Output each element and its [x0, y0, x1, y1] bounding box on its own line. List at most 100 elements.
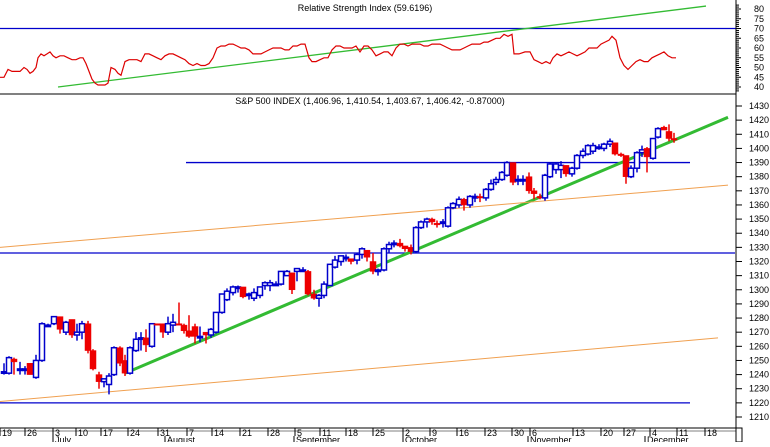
- date-tick-label: 5: [297, 428, 302, 438]
- candle: [530, 187, 538, 200]
- candle: [660, 125, 668, 131]
- candle: [665, 124, 673, 142]
- candle: [180, 323, 188, 334]
- candle: [466, 195, 474, 208]
- candle: [670, 132, 678, 143]
- candle: [611, 142, 619, 156]
- candle: [331, 255, 339, 269]
- candle: [444, 206, 452, 228]
- date-tick-label: 10: [78, 428, 88, 438]
- date-tick-label: 30: [514, 428, 524, 438]
- candle: [428, 217, 436, 225]
- candle: [503, 161, 511, 177]
- candle: [509, 162, 517, 186]
- candle: [44, 323, 52, 328]
- rsi-tick-label: 45: [754, 72, 764, 82]
- candle: [380, 247, 388, 272]
- candle: [390, 240, 398, 248]
- date-tick-label: 11: [322, 428, 331, 438]
- candle: [541, 173, 549, 201]
- price-tick-label: 1310: [749, 271, 769, 281]
- candle: [617, 152, 625, 157]
- candle: [10, 357, 18, 375]
- price-tick-label: 1320: [749, 257, 769, 267]
- candle: [277, 270, 285, 286]
- candle: [417, 220, 425, 229]
- candle: [73, 323, 81, 341]
- candle: [643, 146, 651, 173]
- price-tick-label: 1390: [749, 158, 769, 168]
- rsi-tick-label: 75: [754, 14, 764, 24]
- date-x-axis: 19 26 3 10 17 24 31 7 14 21 28 5 11 18 25 2 9 16 23 30 6 13 20…: [0, 427, 743, 445]
- candle: [142, 329, 150, 352]
- candle: [212, 311, 220, 334]
- candle: [110, 346, 118, 377]
- candle: [256, 286, 264, 299]
- rsi-panel: Relative Strength Index (59.6196) 807570…: [0, 0, 764, 95]
- candle: [272, 281, 280, 287]
- month-label: July: [55, 435, 72, 442]
- price-tick-label: 1270: [749, 327, 769, 337]
- candle: [299, 267, 307, 273]
- rsi-tick-label: 80: [754, 4, 764, 14]
- price-horizontal-lines: [0, 161, 735, 404]
- date-tick-label: 26: [27, 428, 37, 438]
- candle: [487, 179, 495, 191]
- channel-lower-line: [0, 337, 719, 402]
- price-tick-label: 1430: [749, 101, 769, 111]
- candle: [169, 313, 177, 333]
- date-tick-label: 3: [55, 428, 60, 438]
- candle: [654, 127, 662, 139]
- candle: [50, 315, 58, 326]
- candle: [460, 197, 468, 211]
- rsi-line: [0, 33, 676, 86]
- date-tick-label: 18: [348, 428, 358, 438]
- price-trendlines: [0, 115, 729, 402]
- month-label: October: [405, 435, 437, 442]
- rsi-trendline-segment: [57, 5, 707, 88]
- candle: [38, 322, 46, 362]
- candle: [347, 258, 355, 265]
- candle: [26, 363, 34, 375]
- candle: [622, 155, 630, 184]
- price-tick-label: 1250: [749, 355, 769, 365]
- candle: [482, 187, 490, 201]
- candle: [288, 272, 296, 295]
- candle: [164, 316, 172, 336]
- channel-upper-line: [0, 184, 729, 248]
- month-label: September: [296, 435, 340, 442]
- price-tick-label: 1210: [749, 412, 769, 422]
- price-panel: S&P 500 INDEX (1,406.96, 1,410.54, 1,403…: [0, 94, 769, 428]
- candle: [562, 165, 570, 177]
- date-tick-label: 9: [432, 428, 437, 438]
- rsi-series: [0, 33, 676, 86]
- price-candlesticks: [0, 124, 678, 395]
- date-tick-label: 6: [532, 428, 537, 438]
- candle: [627, 165, 635, 179]
- candle: [250, 288, 258, 302]
- candle: [239, 286, 247, 299]
- date-tick-label: 4: [652, 428, 657, 438]
- candle: [546, 162, 554, 179]
- rsi-tick-label: 50: [754, 63, 764, 73]
- price-tick-label: 1400: [749, 143, 769, 153]
- price-tick-label: 1280: [749, 313, 769, 323]
- candle: [293, 267, 301, 282]
- date-tick-label: 2: [405, 428, 410, 438]
- candle: [89, 349, 97, 371]
- price-tick-label: 1330: [749, 242, 769, 252]
- candle: [116, 346, 124, 367]
- candle: [191, 323, 199, 344]
- rsi-tick-label: 60: [754, 43, 764, 53]
- date-tick-label: 7: [189, 428, 194, 438]
- candle: [353, 253, 361, 265]
- date-tick-label: 18: [707, 428, 717, 438]
- candle: [105, 373, 113, 395]
- candle: [449, 202, 457, 210]
- candle: [385, 241, 393, 254]
- candle: [396, 238, 404, 248]
- rsi-tick-label: 40: [754, 82, 764, 92]
